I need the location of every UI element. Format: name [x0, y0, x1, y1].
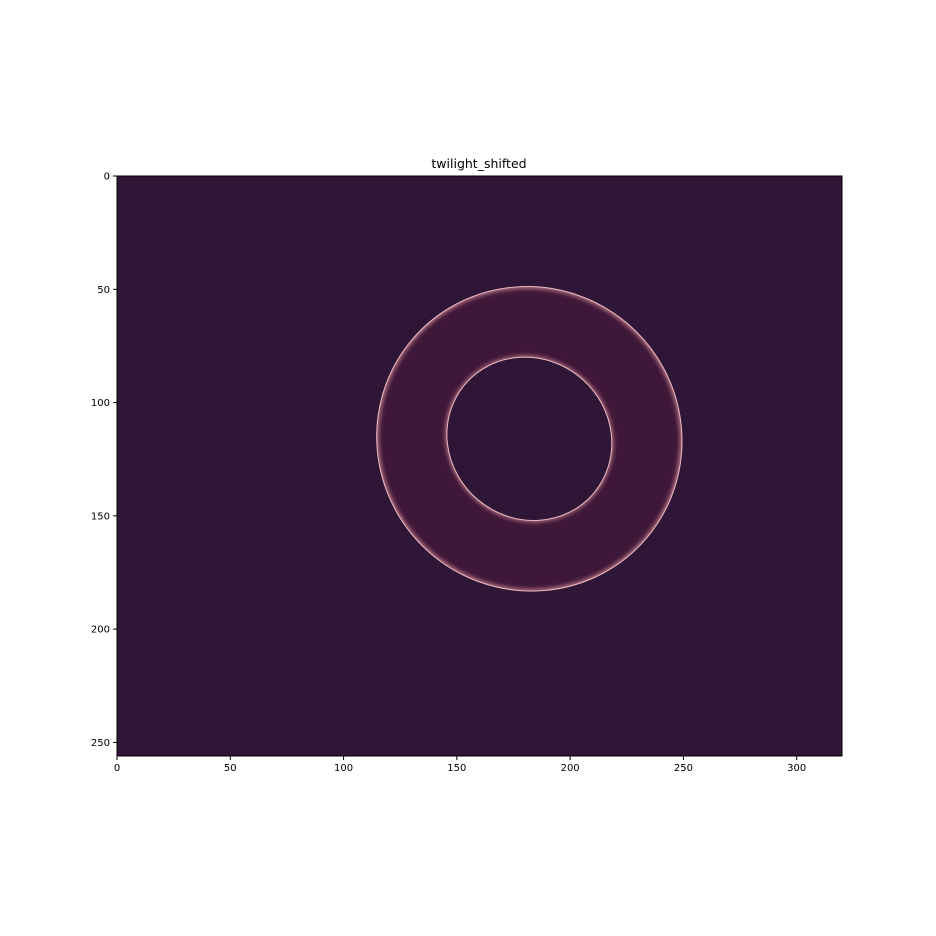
- y-tick-label: 0: [104, 172, 110, 183]
- y-tick-label: 150: [91, 511, 110, 522]
- y-axis: 0 50 100 150 200 250: [91, 172, 117, 749]
- x-tick-label: 200: [561, 763, 580, 774]
- ring-outer-edge: [376, 286, 683, 592]
- y-tick-label: 250: [91, 738, 110, 749]
- x-tick-label: 150: [447, 763, 466, 774]
- x-tick-label: 300: [787, 763, 806, 774]
- x-axis: 0 50 100 150 200 250 300: [114, 756, 806, 774]
- y-tick-label: 50: [97, 285, 110, 296]
- x-tick-label: 250: [674, 763, 693, 774]
- x-tick-label: 100: [334, 763, 353, 774]
- x-tick-label: 50: [224, 763, 237, 774]
- y-tick-label: 200: [91, 625, 110, 636]
- ring-inner-edge: [446, 356, 613, 522]
- y-tick-label: 100: [91, 398, 110, 409]
- chart-title: twilight_shifted: [431, 156, 526, 171]
- axes-frame: [116, 175, 843, 757]
- x-tick-label: 0: [114, 763, 120, 774]
